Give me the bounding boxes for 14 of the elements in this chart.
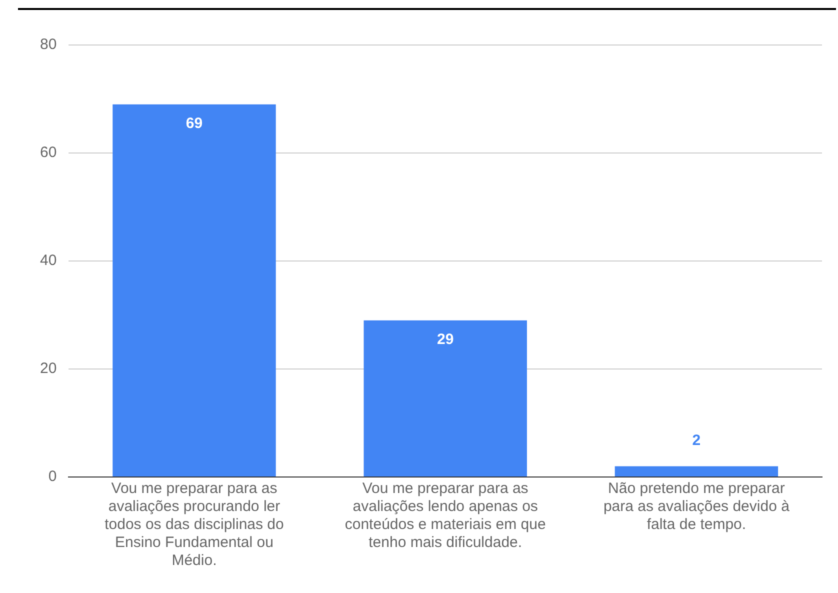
data-label: 29: [437, 331, 454, 348]
bar: [112, 104, 276, 476]
data-label: 69: [186, 115, 203, 132]
bar: [614, 466, 778, 476]
y-tick-label: 20: [40, 360, 57, 378]
data-label: 2: [692, 432, 701, 449]
y-tick-label: 60: [40, 144, 57, 162]
y-tick-label: 40: [40, 252, 57, 270]
x-tick-label: Vou me preparar para as avaliações lendo apenas os conteúdos e materiais em que tenho mais dificuldade.: [344, 480, 546, 552]
x-tick-label: Vou me preparar para as avaliações procurando ler todos os das disciplinas do Ensino Fundamental ou Médio.: [104, 480, 284, 570]
y-tick-label: 0: [48, 468, 57, 486]
y-tick-label: 80: [40, 36, 57, 54]
x-tick-label: Não pretendo me preparar para as avaliações devido à falta de tempo.: [603, 480, 790, 534]
bar: [364, 320, 527, 476]
